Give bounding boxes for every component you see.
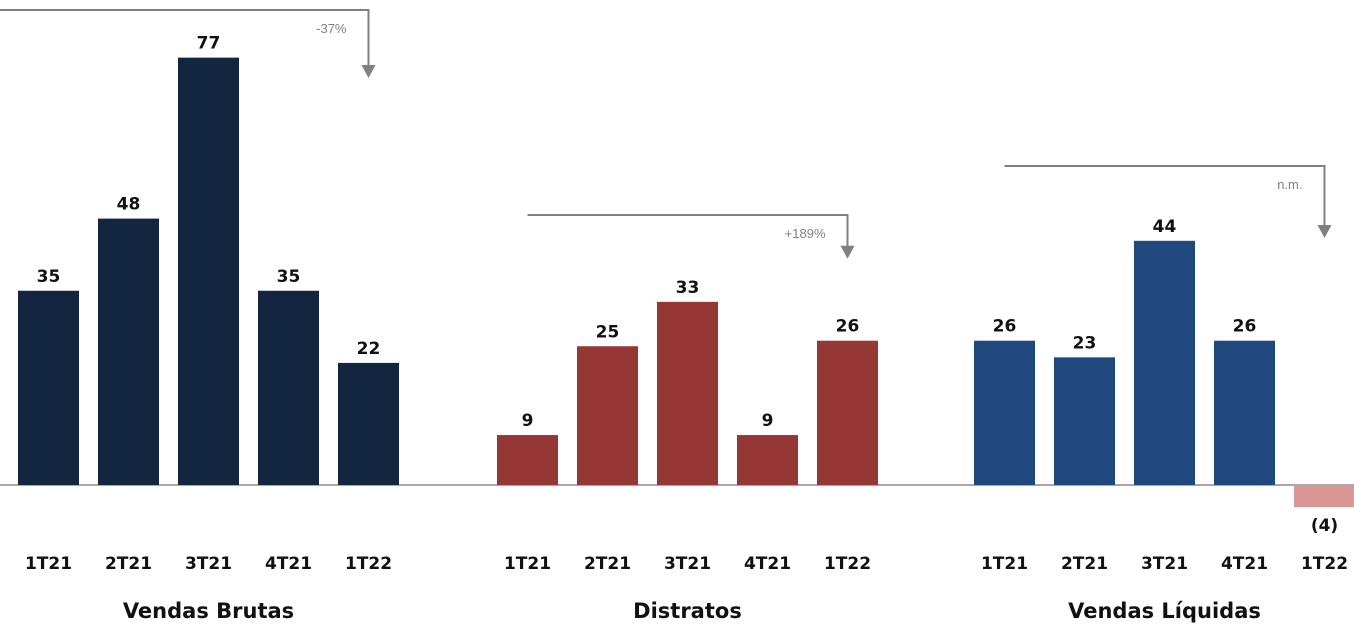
chart-2-bar-4T21: [737, 435, 798, 485]
chart-3-tick-label-3T21: 3T21: [1141, 554, 1188, 574]
chart-3-tick-label-1T22: 1T22: [1301, 554, 1348, 574]
chart-2-bar-3T21: [657, 301, 718, 485]
chart-2-bar-1T21: [497, 435, 558, 485]
chart-2-data-label-1T22: 26: [836, 317, 860, 337]
chart-2-bar-2T21: [577, 346, 638, 485]
chart-2-tick-label-4T21: 4T21: [744, 554, 791, 574]
chart-1-data-label-4T21: 35: [277, 267, 301, 287]
chart-3-comparison-arrow-line: [1004, 165, 1326, 226]
chart-3-bar-2T21: [1054, 357, 1115, 485]
chart-1-comparison-arrow-line: [0, 9, 370, 66]
chart-1-data-label-3T21: 77: [197, 34, 221, 54]
chart-2-data-label-2T21: 25: [596, 322, 620, 342]
chart-1-bar-1T22: [338, 362, 399, 485]
chart-2-bar-1T22: [817, 340, 878, 485]
chart-2-tick-label-1T21: 1T21: [504, 554, 551, 574]
chart-1-tick-label-2T21: 2T21: [105, 554, 152, 574]
chart-3-tick-label-2T21: 2T21: [1061, 554, 1108, 574]
chart-1-comparison-arrow-head: [361, 65, 376, 78]
chart-2-title: Distratos: [633, 599, 742, 623]
chart-2-comparison-arrow-head: [840, 245, 855, 259]
chart-3-tick-label-4T21: 4T21: [1221, 554, 1268, 574]
chart-3-bar-1T21: [974, 340, 1035, 485]
chart-1-data-label-1T22: 22: [357, 339, 381, 359]
chart-3-bar-1T22: [1294, 485, 1354, 508]
chart-3-bar-4T21: [1214, 340, 1275, 485]
chart-3-tick-label-1T21: 1T21: [981, 554, 1028, 574]
chart-2-tick-label-2T21: 2T21: [584, 554, 631, 574]
chart-3-data-label-3T21: 44: [1153, 217, 1177, 237]
chart-1-data-label-1T21: 35: [37, 267, 61, 287]
chart-3-data-label-4T21: 26: [1233, 317, 1257, 337]
chart-3-bar-3T21: [1134, 240, 1195, 485]
chart-2-tick-label-1T22: 1T22: [824, 554, 871, 574]
chart-1-bar-3T21: [178, 57, 239, 486]
chart-1-tick-label-1T21: 1T21: [25, 554, 72, 574]
chart-2-data-label-4T21: 9: [762, 411, 774, 431]
chart-1-title: Vendas Brutas: [123, 599, 294, 623]
chart-1-bar-2T21: [98, 218, 159, 485]
chart-1-variation-annotation: -37%: [316, 21, 347, 36]
chart-1-tick-label-1T22: 1T22: [345, 554, 392, 574]
chart-2-data-label-3T21: 33: [676, 278, 700, 298]
chart-1-data-label-2T21: 48: [117, 195, 141, 215]
chart-3-variation-annotation: n.m.: [1277, 177, 1302, 192]
chart-2-tick-label-3T21: 3T21: [664, 554, 711, 574]
chart-3-data-label-2T21: 23: [1073, 333, 1097, 353]
chart-1-bar-4T21: [258, 290, 319, 485]
chart-3-data-label-1T22: (4): [1311, 516, 1338, 536]
chart-1-tick-label-4T21: 4T21: [265, 554, 312, 574]
chart-1-bar-1T21: [18, 290, 79, 485]
chart-2-variation-annotation: +189%: [785, 226, 826, 241]
chart-3-title: Vendas Líquidas: [1068, 599, 1261, 623]
chart-3-data-label-1T21: 26: [993, 317, 1017, 337]
chart-2-data-label-1T21: 9: [522, 411, 534, 431]
chart-2-comparison-arrow-line: [527, 214, 849, 247]
chart-3-comparison-arrow-head: [1317, 225, 1332, 238]
chart-1-tick-label-3T21: 3T21: [185, 554, 232, 574]
